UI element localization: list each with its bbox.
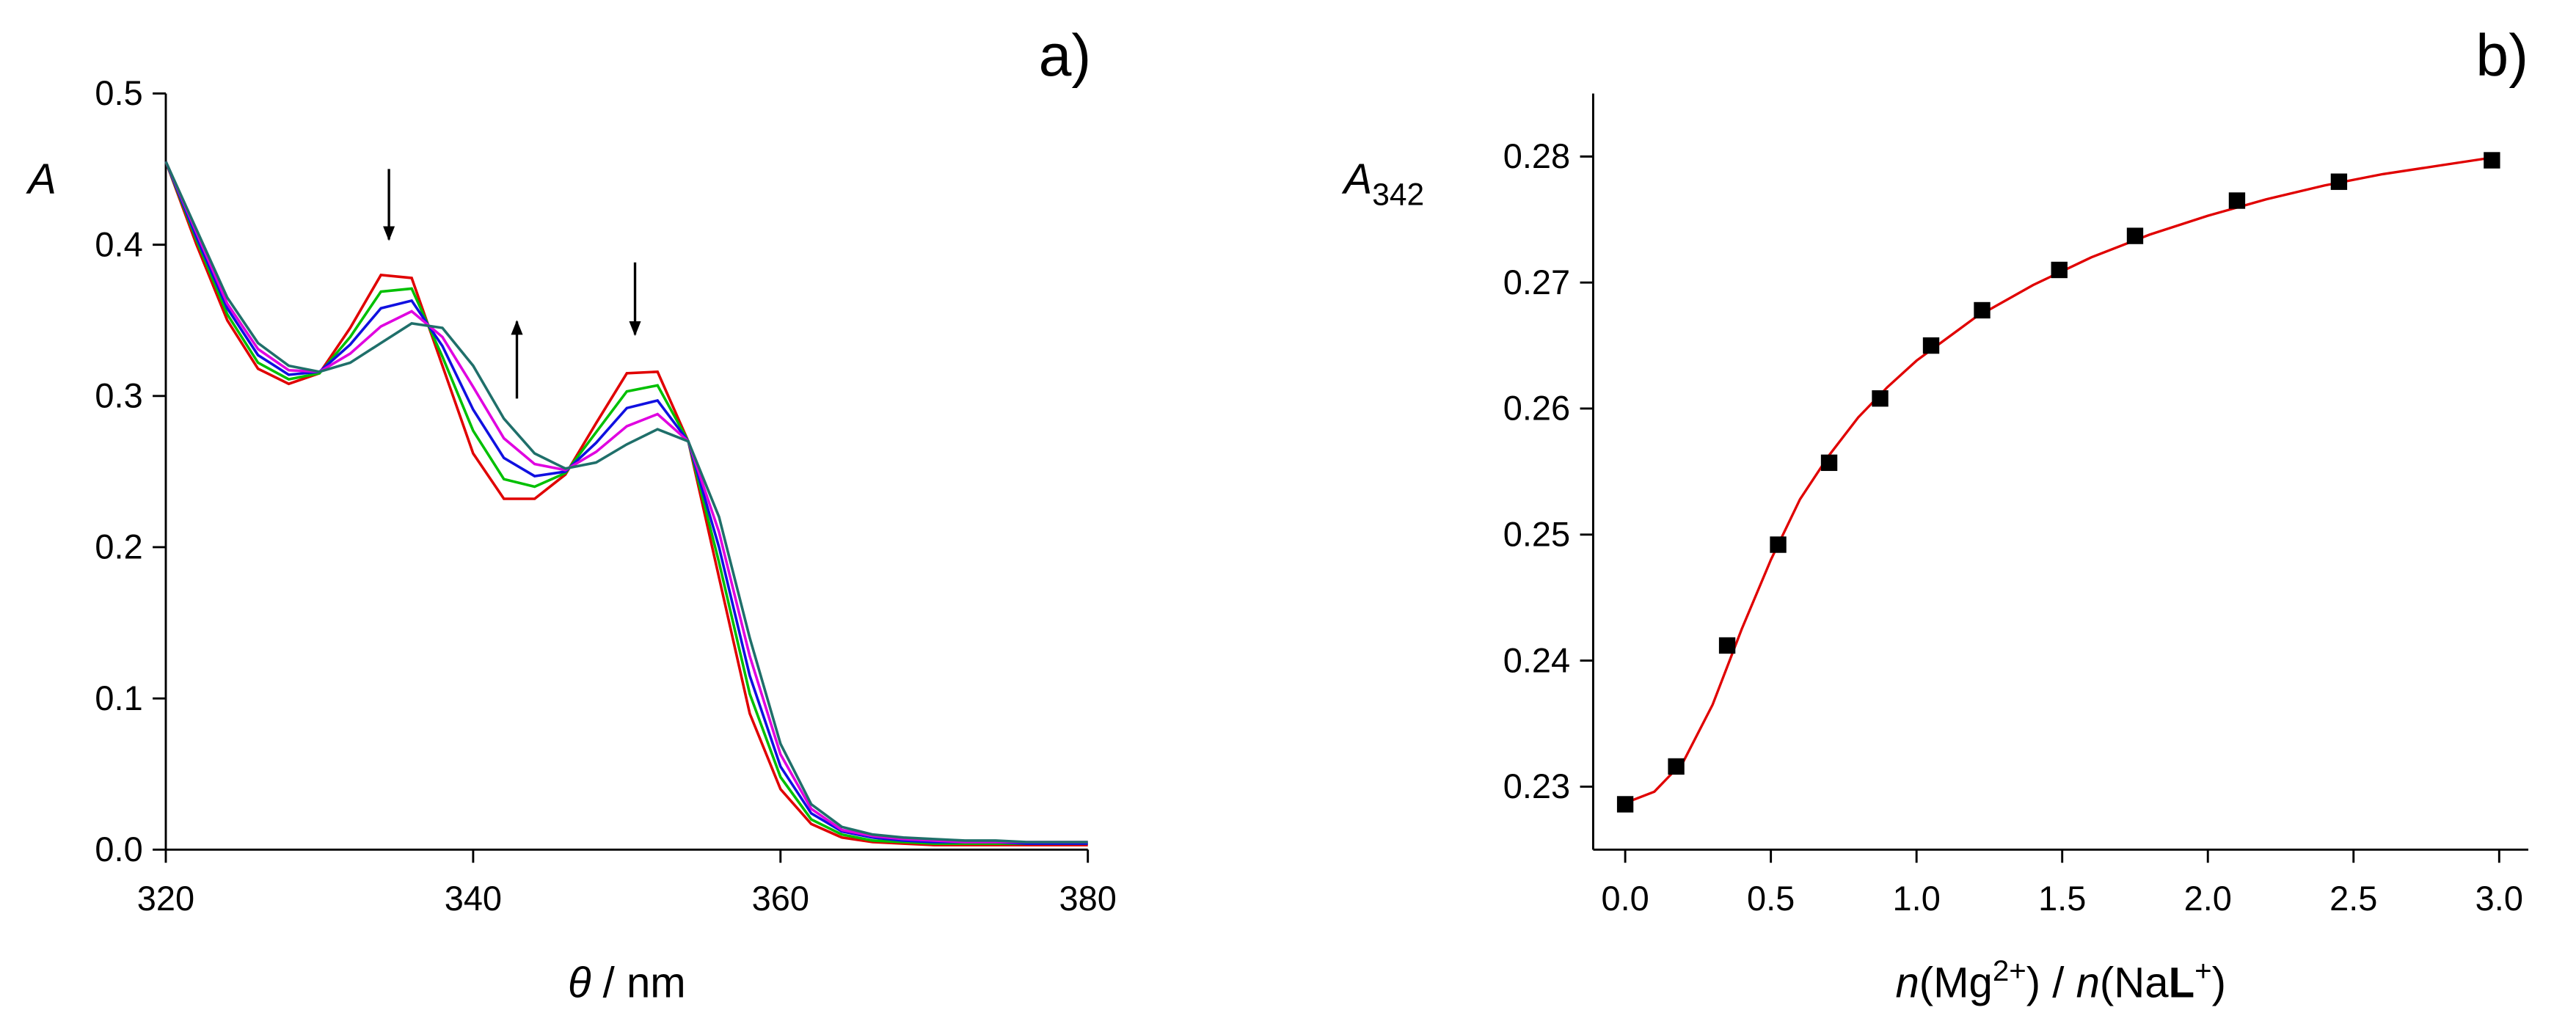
y-tick-label: 0.2 — [95, 527, 142, 566]
spectrum-line — [164, 161, 1088, 845]
y-axis-label: A342 — [1342, 156, 1425, 213]
data-point — [1770, 536, 1787, 553]
y-label-main: A — [1342, 156, 1373, 203]
data-point — [1872, 390, 1889, 407]
panel-label: b) — [2475, 23, 2528, 89]
x-label-part: ) / — [2026, 959, 2076, 1007]
y-tick-label: 0.28 — [1503, 136, 1570, 175]
data-point — [2051, 261, 2068, 279]
x-label-part: + — [2194, 954, 2212, 987]
x-axis-label: θ / nm — [568, 959, 686, 1007]
data-point — [1820, 454, 1838, 472]
x-tick-label: 1.0 — [1893, 879, 1941, 918]
data-point — [2126, 227, 2144, 244]
x-axis-label: n(Mg2+) / n(NaL+) — [1895, 954, 2226, 1006]
x-label-part: (Mg — [1919, 959, 1993, 1007]
spectrum-line — [164, 161, 1088, 846]
data-point — [2228, 192, 2246, 209]
y-tick-label: 0.25 — [1503, 514, 1570, 553]
y-tick-label: 0.5 — [95, 73, 142, 112]
x-tick-label: 320 — [137, 879, 194, 918]
x-tick-label: 1.5 — [2038, 879, 2086, 918]
x-label-part: / nm — [591, 959, 686, 1007]
y-label-sub: 342 — [1372, 178, 1424, 213]
x-label-part: 2+ — [1993, 954, 2026, 987]
fit-line — [1624, 155, 2500, 805]
x-tick-label: 360 — [752, 879, 809, 918]
x-tick-label: 2.0 — [2184, 879, 2232, 918]
x-tick-label: 380 — [1059, 879, 1117, 918]
spectrum-line — [164, 161, 1088, 845]
y-tick-label: 0.3 — [95, 376, 142, 414]
data-point — [1922, 337, 1940, 354]
data-point — [1974, 301, 1991, 319]
y-tick-label: 0.4 — [95, 224, 142, 263]
y-tick-label: 0.1 — [95, 679, 142, 717]
y-tick-label: 0.27 — [1503, 263, 1570, 301]
spectrum-line — [164, 161, 1088, 844]
x-tick-label: 2.5 — [2329, 879, 2377, 918]
data-point — [2484, 152, 2500, 169]
data-point — [1718, 637, 1736, 654]
y-tick-label: 0.24 — [1503, 640, 1570, 679]
data-point — [1616, 796, 1634, 813]
x-tick-label: 0.0 — [1601, 879, 1649, 918]
x-label-part: ) — [2212, 959, 2226, 1007]
x-tick-label: 0.5 — [1747, 879, 1795, 918]
x-tick-label: 340 — [445, 879, 502, 918]
x-label-part: (Na — [2100, 959, 2169, 1007]
spectrum-line — [164, 161, 1088, 844]
panel-label: a) — [1039, 23, 1092, 89]
x-label-part: n — [2076, 959, 2100, 1007]
y-tick-label: 0.0 — [95, 830, 142, 868]
y-label-main: A — [26, 156, 56, 203]
y-tick-label: 0.23 — [1503, 767, 1570, 805]
data-point — [1668, 758, 1685, 775]
x-label-part: θ — [568, 959, 591, 1007]
x-label-part: L — [2169, 959, 2195, 1007]
x-tick-label: 3.0 — [2475, 879, 2523, 918]
x-label-part: n — [1895, 959, 1919, 1007]
y-axis-label: A — [26, 156, 56, 203]
data-point — [2330, 173, 2348, 190]
y-tick-label: 0.26 — [1503, 389, 1570, 428]
